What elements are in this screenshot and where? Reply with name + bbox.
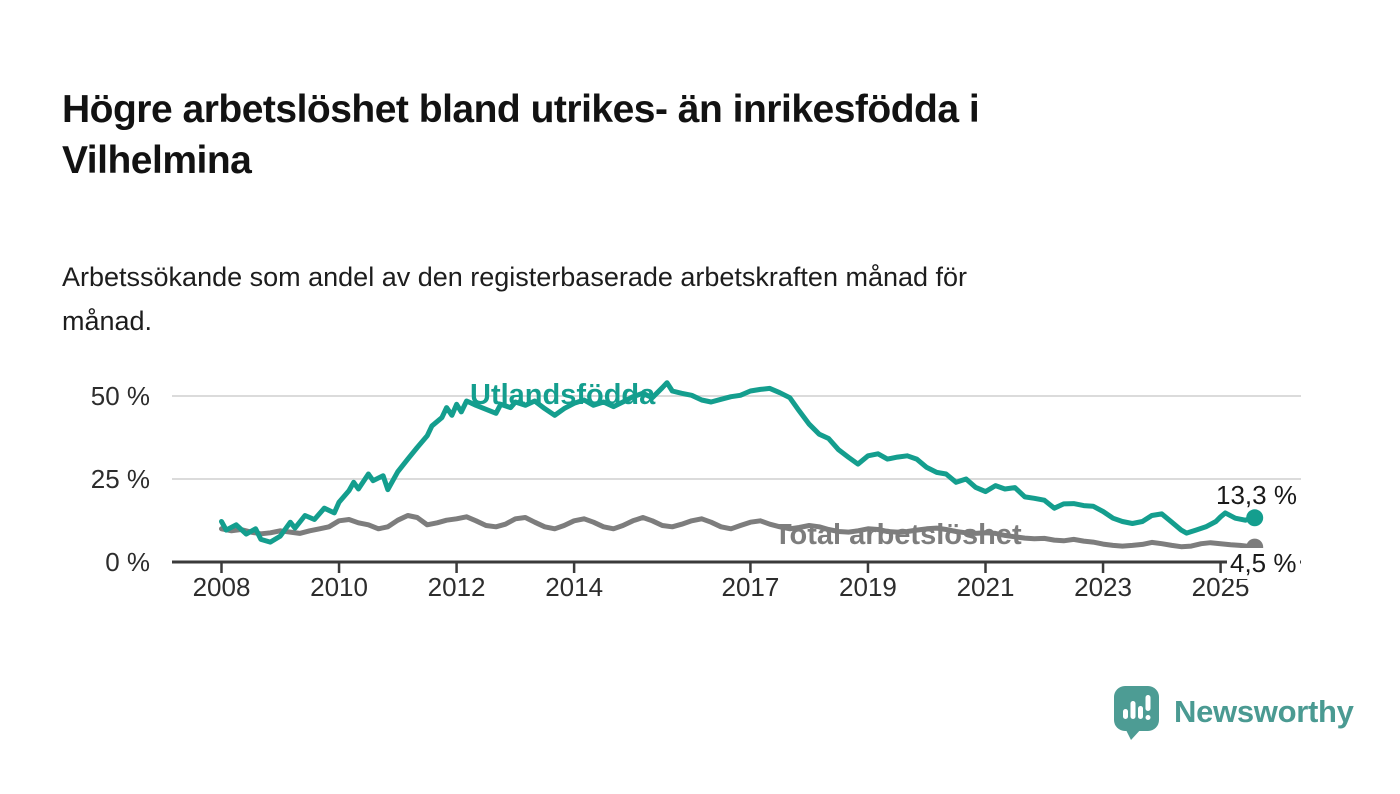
- y-tick-label: 0 %: [105, 547, 150, 577]
- y-tick-label: 25 %: [91, 464, 150, 494]
- x-tick-label: 2010: [310, 572, 368, 602]
- end-value-total: 4,5 %: [1227, 548, 1300, 579]
- subtitle-line-2: månad.: [62, 306, 153, 336]
- subtitle-line-1: Arbetssökande som andel av den registerb…: [62, 262, 968, 292]
- y-tick-label: 50 %: [91, 381, 150, 411]
- series-line-utlandsf-dda: [219, 380, 1258, 545]
- line-chart-area: 0 % 25 % 50 % 2008 2010 2012 2014 2017 2019 2021 2…: [0, 360, 1400, 620]
- page-title: Högre arbetslöshet bland utrikes- än inr…: [62, 84, 1312, 186]
- chart-subtitle: Arbetssökande som andel av den registerb…: [62, 255, 1322, 343]
- brand-wordmark: Newsworthy: [1174, 694, 1354, 729]
- x-tick-label: 2012: [428, 572, 486, 602]
- series-label-total-arbetsloshet: Total arbetslöshet: [774, 519, 1022, 551]
- series-end-dot: [1246, 509, 1264, 527]
- title-line-1: Högre arbetslöshet bland utrikes- än inr…: [62, 88, 980, 132]
- unemployment-line-chart: 0 % 25 % 50 % 2008 2010 2012 2014 2017 2019 2021 2…: [91, 380, 1301, 602]
- x-tick-label: 2023: [1074, 572, 1132, 602]
- series-label-utlandsfodda: Utlandsfödda: [470, 379, 656, 411]
- newsworthy-logo-icon: [1114, 686, 1159, 740]
- series-line-total-arbetsl-shet: [219, 513, 1258, 550]
- end-value-utlandsfodda: 13,3 %: [1216, 480, 1297, 510]
- x-tick-label: 2008: [193, 572, 251, 602]
- x-tick-label: 2014: [545, 572, 603, 602]
- x-tick-label: 2017: [722, 572, 780, 602]
- newsworthy-brand: Newsworthy: [1112, 684, 1354, 740]
- title-line-2: Vilhelmina: [62, 139, 252, 183]
- x-tick-label: 2021: [957, 572, 1015, 602]
- x-tick-label: 2019: [839, 572, 897, 602]
